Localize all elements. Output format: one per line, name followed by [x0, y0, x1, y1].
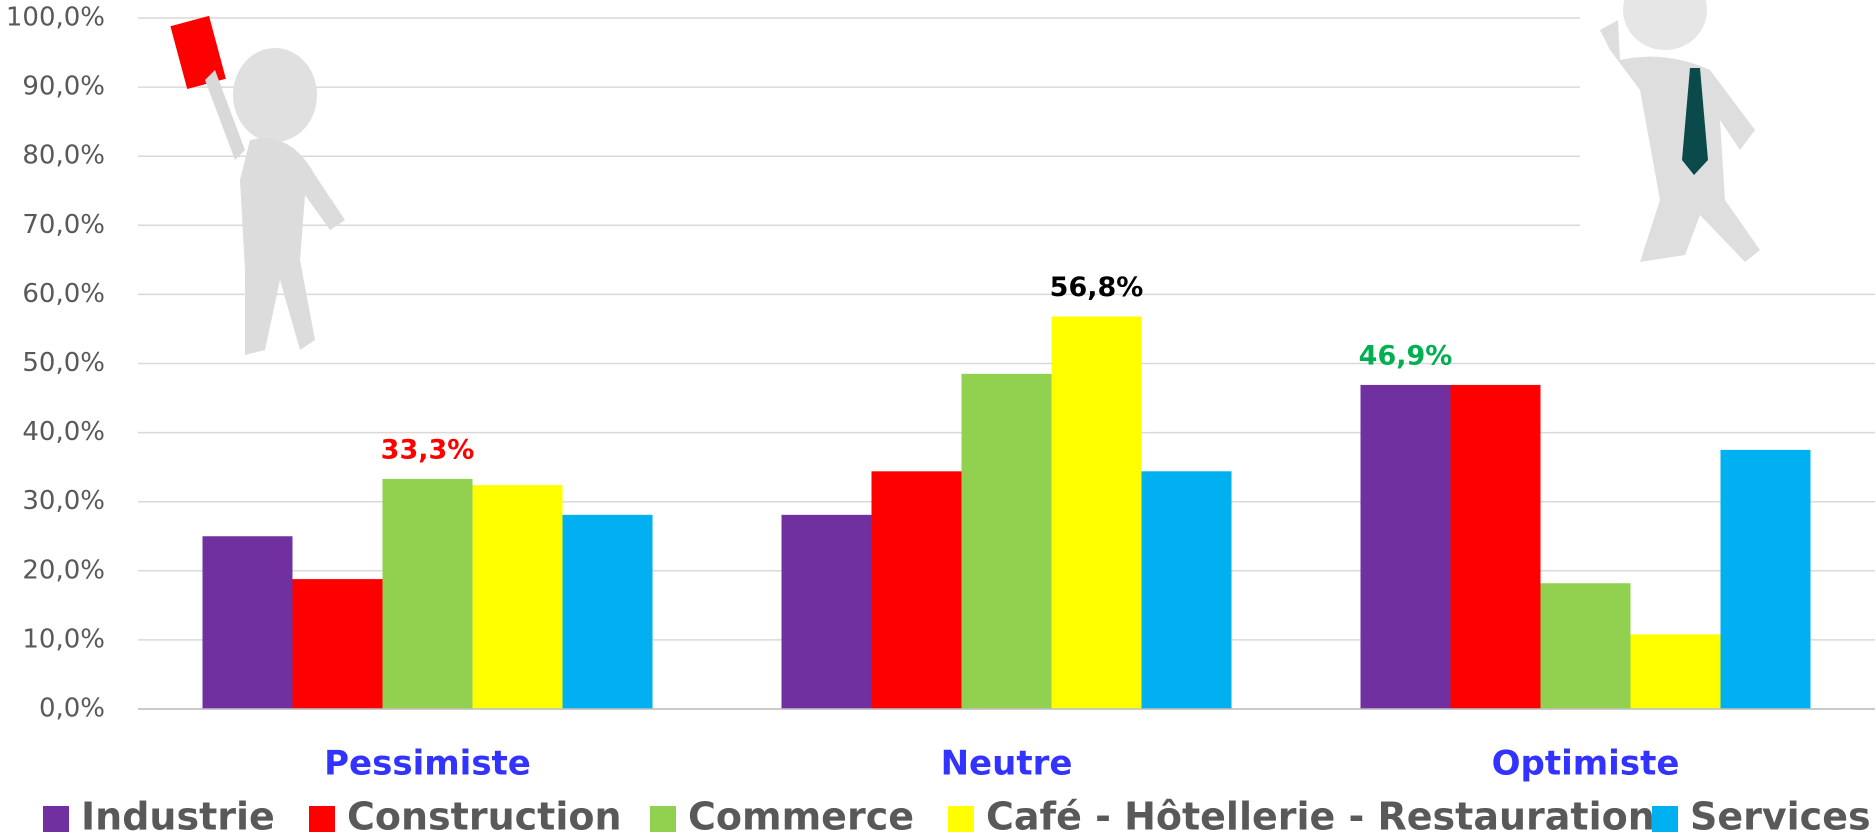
x-tick-label: Neutre: [941, 744, 1073, 784]
legend-swatch: [309, 806, 335, 832]
y-tick-label: 0,0%: [39, 694, 105, 724]
bar: [1451, 385, 1541, 709]
bar: [473, 485, 563, 709]
legend-swatch: [43, 806, 69, 832]
bar: [1142, 471, 1232, 709]
bar: [383, 479, 473, 709]
y-tick-label: 10,0%: [22, 624, 105, 654]
y-tick-label: 50,0%: [22, 348, 105, 378]
y-tick-label: 100,0%: [6, 3, 105, 33]
bar: [962, 374, 1052, 709]
legend-label: Commerce: [688, 795, 914, 838]
bar: [293, 579, 383, 709]
y-tick-label: 80,0%: [22, 141, 105, 171]
x-tick-label: Optimiste: [1492, 744, 1680, 784]
data-label: 46,9%: [1359, 340, 1453, 371]
x-tick-label: Pessimiste: [324, 744, 531, 784]
bar: [563, 515, 653, 709]
legend-label: Services: [1690, 795, 1871, 838]
data-label: 33,3%: [381, 434, 475, 465]
y-tick-label: 60,0%: [22, 279, 105, 309]
data-label: 56,8%: [1050, 272, 1144, 303]
legend-swatch: [948, 806, 974, 832]
legend-label: Industrie: [81, 795, 275, 838]
y-tick-label: 20,0%: [22, 555, 105, 585]
legend-swatch: [1652, 806, 1678, 832]
bar: [1361, 385, 1451, 709]
legend-label: Construction: [347, 795, 622, 838]
y-tick-label: 90,0%: [22, 72, 105, 102]
legend-swatch: [650, 806, 676, 832]
bar: [1541, 583, 1631, 709]
bar: [1721, 450, 1811, 709]
bar: [872, 471, 962, 709]
chart: 0,0% 10,0% 20,0% 30,0% 40,0% 50,0% 60,0% 70,0% 8…: [0, 0, 1876, 838]
y-tick-label: 70,0%: [22, 210, 105, 240]
y-tick-label: 30,0%: [22, 486, 105, 516]
bar: [1052, 317, 1142, 709]
y-tick-label: 40,0%: [22, 417, 105, 447]
figure-pessimist: [170, 16, 345, 355]
bar: [203, 536, 293, 709]
bar: [782, 515, 872, 709]
bar: [1631, 634, 1721, 709]
figure-optimist: [1580, 0, 1876, 265]
legend-label: Café - Hôtellerie - Restauration: [986, 795, 1655, 838]
